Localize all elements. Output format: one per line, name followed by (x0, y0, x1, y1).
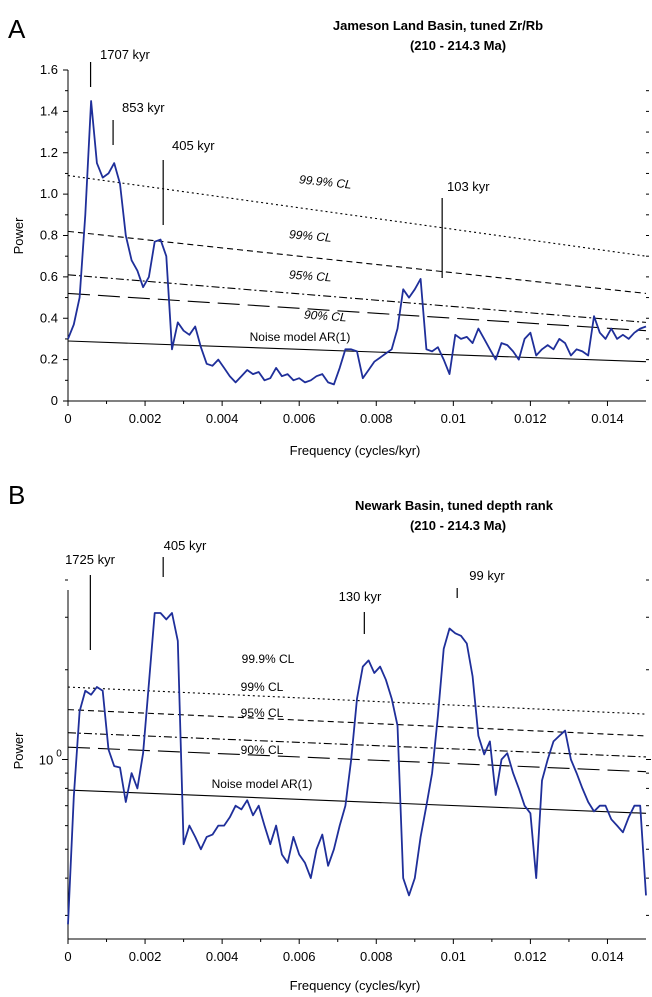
a-peak-label: 103 kyr (447, 179, 490, 194)
a-cl-line (67, 174, 647, 257)
panel-a-ylabel: Power (11, 217, 26, 255)
a-x-tick-label: 0.002 (129, 411, 162, 426)
a-x-tick-label: 0.012 (514, 411, 547, 426)
panel-b: B Newark Basin, tuned depth rank (210 - … (8, 480, 651, 993)
a-cl-line (67, 292, 647, 332)
b-x-tick-label: 0.012 (514, 949, 547, 964)
a-y-tick-label: 0.6 (40, 269, 58, 284)
a-y-tick-label: 1.2 (40, 145, 58, 160)
a-cl-label: 90% CL (303, 308, 347, 325)
a-x-tick-label: 0 (64, 411, 71, 426)
a-cl-label: 99.9% CL (298, 172, 352, 191)
panel-a: A Jameson Land Basin, tuned Zr/Rb (210 -… (8, 14, 649, 458)
b-x-tick-label: 0.008 (360, 949, 393, 964)
a-cl-line (67, 230, 647, 294)
a-peak-label: 405 kyr (172, 138, 215, 153)
a-x-tick-label: 0.014 (591, 411, 624, 426)
b-peak-label: 1725 kyr (65, 552, 116, 567)
a-y-tick-label: 0.8 (40, 228, 58, 243)
b-cl-line (67, 789, 647, 814)
a-y-tick-label: 0.4 (40, 310, 58, 325)
a-x-tick-label: 0.008 (360, 411, 393, 426)
b-x-tick-label: 0.01 (441, 949, 466, 964)
a-spectrum-line (67, 100, 647, 386)
a-y-tick-label: 1.4 (40, 103, 58, 118)
b-cl-line (67, 746, 647, 773)
b-cl-label: 90% CL (241, 743, 284, 757)
panel-b-title: Newark Basin, tuned depth rank (355, 498, 554, 513)
a-peak-label: 1707 kyr (100, 47, 151, 62)
b-spectrum-line (67, 612, 647, 925)
a-y-tick-label: 1.0 (40, 186, 58, 201)
a-x-tick-label: 0.004 (206, 411, 239, 426)
a-x-tick-label: 0.006 (283, 411, 316, 426)
panel-a-subtitle: (210 - 214.3 Ma) (410, 38, 506, 53)
a-y-tick-label: 0.2 (40, 352, 58, 367)
panel-a-title: Jameson Land Basin, tuned Zr/Rb (333, 18, 543, 33)
b-y-tick-exponent: 0 (56, 749, 62, 760)
b-x-tick-label: 0.006 (283, 949, 316, 964)
panel-a-xlabel: Frequency (cycles/kyr) (290, 443, 421, 458)
a-peak-label: 853 kyr (122, 100, 165, 115)
b-x-tick-label: 0.004 (206, 949, 239, 964)
b-cl-line (67, 709, 647, 737)
b-cl-label: Noise model AR(1) (212, 777, 313, 791)
a-y-tick-label: 1.6 (40, 62, 58, 77)
b-cl-label: 99% CL (241, 680, 284, 694)
b-x-tick-label: 0.014 (591, 949, 624, 964)
panel-a-letter: A (8, 14, 26, 44)
a-cl-line (67, 274, 647, 323)
b-peak-label: 130 kyr (339, 589, 382, 604)
panel-b-xlabel: Frequency (cycles/kyr) (290, 978, 421, 993)
a-cl-label: Noise model AR(1) (250, 330, 351, 344)
b-peak-label: 99 kyr (469, 568, 505, 583)
a-cl-label: 99% CL (288, 227, 332, 245)
b-peak-label: 405 kyr (164, 538, 207, 553)
a-y-tick-label: 0 (51, 393, 58, 408)
panel-b-letter: B (8, 480, 25, 510)
panel-b-ylabel: Power (11, 732, 26, 770)
b-x-tick-label: 0.002 (129, 949, 162, 964)
b-cl-line (67, 686, 647, 715)
panel-a-plot: 0 0.002 0.004 0.006 0.008 0.01 0.012 0.014 0 0.2 0… (40, 47, 649, 426)
panel-b-subtitle: (210 - 214.3 Ma) (410, 518, 506, 533)
a-x-tick-label: 0.01 (441, 411, 466, 426)
b-cl-label: 99.9% CL (242, 652, 295, 666)
b-cl-label: 95% CL (241, 706, 284, 720)
b-y-tick-label: 10 (39, 753, 53, 768)
b-x-tick-label: 0 (64, 949, 71, 964)
a-cl-label: 95% CL (288, 268, 332, 285)
